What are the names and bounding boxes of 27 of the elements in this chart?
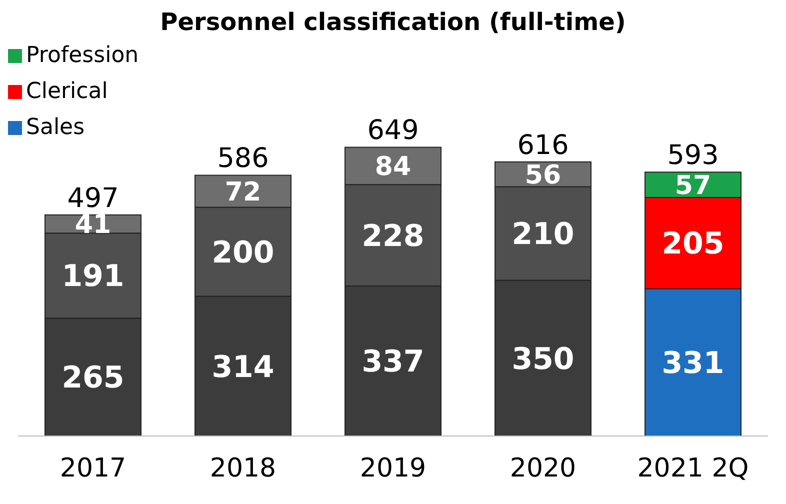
legend-label: Profession [26, 42, 139, 70]
data-label: 57 [674, 171, 712, 202]
legend-label: Sales [26, 114, 85, 142]
data-label: 331 [662, 346, 724, 382]
x-tick-label: 2018 [210, 453, 276, 484]
data-label: 350 [512, 342, 574, 377]
data-label: 84 [374, 152, 412, 182]
total-label: 616 [517, 130, 569, 161]
chart-title: Personnel classification (full-time) [159, 8, 627, 38]
data-label: 72 [224, 177, 262, 208]
data-label: 265 [62, 360, 124, 396]
data-label: 337 [362, 344, 424, 380]
total-label: 586 [217, 143, 269, 174]
total-label: 649 [367, 115, 419, 146]
legend-label: Clerical [26, 78, 108, 106]
x-tick-label: 2019 [360, 453, 426, 484]
x-tick-label: 2020 [510, 453, 576, 484]
data-label: 314 [212, 350, 274, 385]
data-label: 200 [212, 235, 274, 270]
x-tick-label: 2021 2Q [637, 453, 749, 484]
data-label: 210 [512, 217, 574, 252]
total-label: 593 [667, 140, 719, 172]
data-label: 56 [524, 160, 562, 191]
data-label: 191 [62, 259, 124, 294]
data-label: 205 [662, 226, 724, 262]
data-label: 228 [362, 218, 424, 254]
x-tick-label: 2017 [60, 453, 126, 484]
